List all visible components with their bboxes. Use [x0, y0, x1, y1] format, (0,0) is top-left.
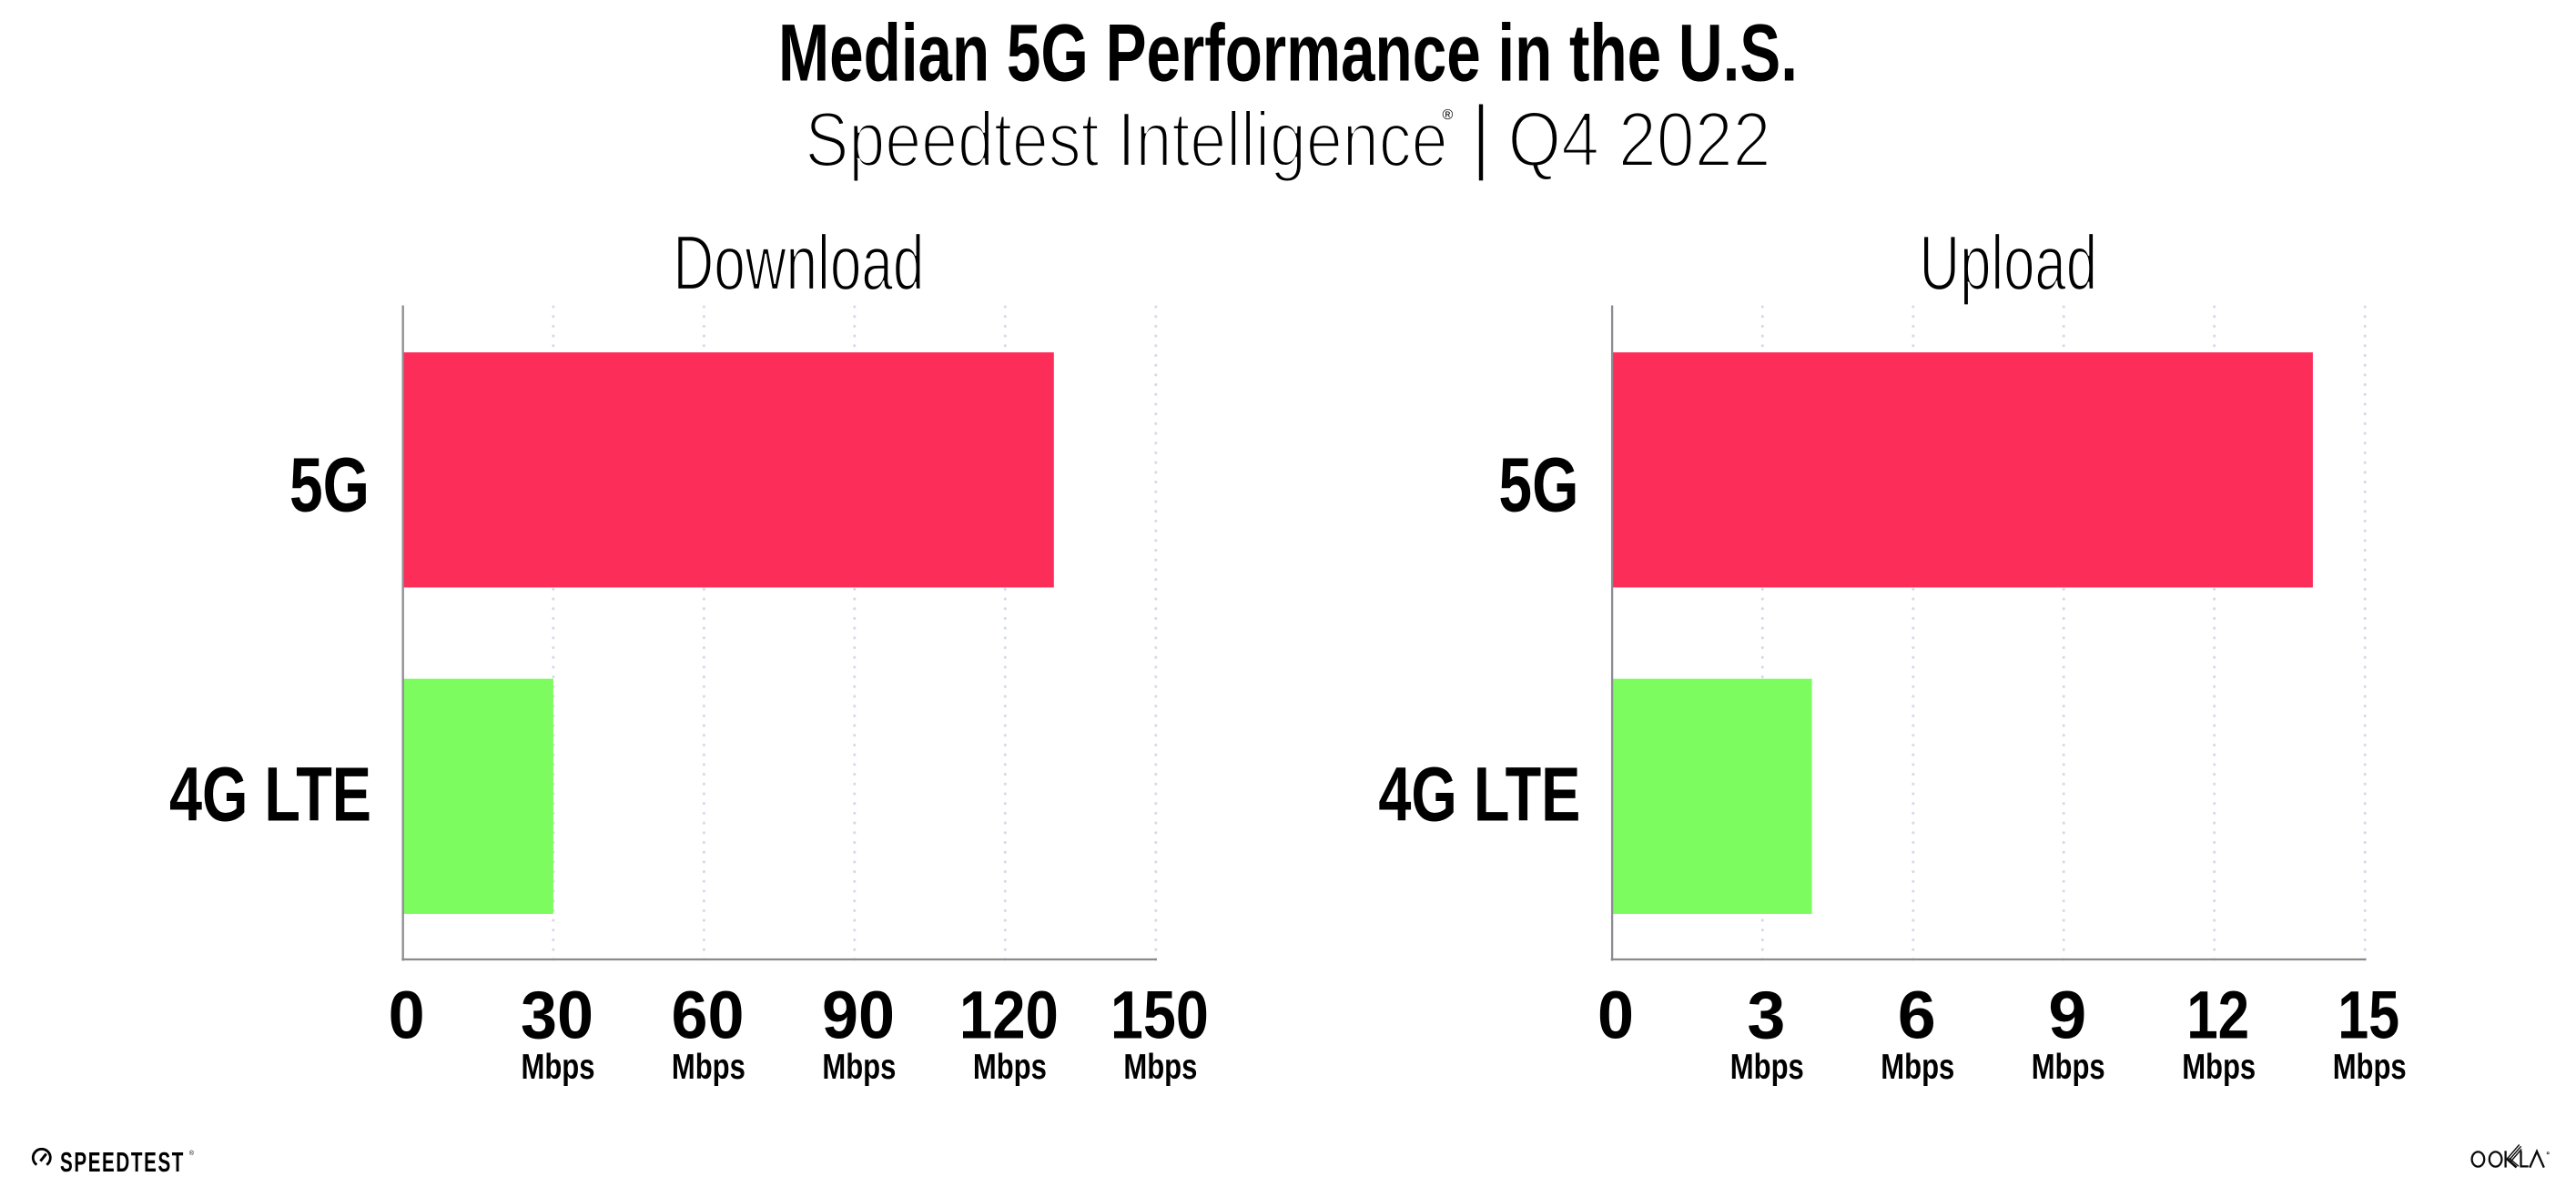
svg-text:Mbps: Mbps [522, 1048, 595, 1087]
svg-text:Q4 2022: Q4 2022 [1508, 97, 1771, 184]
svg-text:30: 30 [521, 978, 593, 1053]
svg-text:Upload: Upload [1920, 220, 2098, 307]
svg-text:0: 0 [389, 978, 425, 1053]
svg-text:9: 9 [2048, 978, 2086, 1053]
svg-text:Mbps: Mbps [1881, 1048, 1954, 1087]
svg-text:12: 12 [2186, 978, 2249, 1053]
svg-text:15: 15 [2338, 978, 2399, 1053]
svg-text:Mbps: Mbps [1123, 1048, 1197, 1087]
svg-text:3: 3 [1747, 978, 1785, 1053]
svg-text:4G LTE: 4G LTE [1378, 751, 1580, 837]
svg-text:Download: Download [673, 220, 924, 307]
svg-text:Mbps: Mbps [1730, 1048, 1804, 1087]
svg-text:0: 0 [1597, 978, 1634, 1053]
svg-text:Mbps: Mbps [2182, 1048, 2256, 1087]
svg-text:120: 120 [959, 978, 1059, 1053]
svg-text:150: 150 [1111, 978, 1209, 1053]
svg-text:®: ® [1443, 107, 1454, 123]
svg-text:6: 6 [1898, 978, 1936, 1053]
svg-text:Mbps: Mbps [2333, 1048, 2407, 1087]
svg-text:5G: 5G [1498, 441, 1578, 527]
svg-text:Mbps: Mbps [822, 1048, 896, 1087]
svg-text:Speedtest Intelligence: Speedtest Intelligence [806, 97, 1448, 184]
svg-text:60: 60 [672, 978, 745, 1053]
svg-text:Mbps: Mbps [973, 1048, 1047, 1087]
svg-text:SPEEDTEST: SPEEDTEST [60, 1146, 185, 1178]
svg-text:Mbps: Mbps [672, 1048, 745, 1087]
svg-text:4G LTE: 4G LTE [169, 751, 371, 837]
svg-text:90: 90 [822, 978, 895, 1053]
svg-text:5G: 5G [289, 441, 370, 527]
svg-text:®: ® [189, 1150, 195, 1157]
svg-text:Median 5G Performance in the U: Median 5G Performance in the U.S. [778, 6, 1798, 97]
svg-text:Mbps: Mbps [2032, 1048, 2105, 1087]
